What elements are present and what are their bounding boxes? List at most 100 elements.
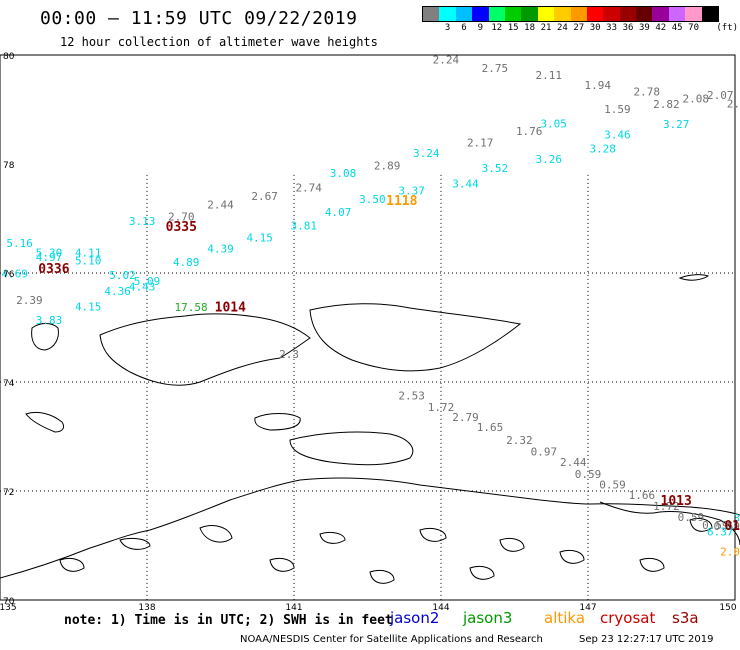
lat-tick-label: 76 (3, 270, 15, 280)
wave-height-value: 17.58 (175, 301, 208, 314)
wave-height-value: 0.59 (575, 468, 602, 481)
credit-timestamp: Sep 23 12:27:17 UTC 2019 (579, 634, 714, 645)
colorbar-labels: 3 6 9 12 15 18 21 24 27 30 33 36 39 42 45 70 (ft) (422, 23, 740, 35)
colorbar-tick-label: 45 (671, 23, 683, 33)
coastline-shore-east (599, 501, 740, 546)
wave-height-value: 4.07 (325, 206, 352, 219)
wave-height-value: 3.28 (589, 143, 616, 156)
wave-height-value: 2.32 (506, 434, 533, 447)
wave-height-value: 1.66 (629, 489, 656, 502)
wave-height-value: 6.37 (707, 526, 734, 539)
colorbar-tick-label: 36 (622, 23, 634, 33)
wave-height-colorbar (422, 6, 720, 22)
satellite-altika: altika (544, 609, 586, 627)
coastline-stolbovoy (25, 411, 65, 433)
coastline (0, 274, 740, 584)
colorbar-tick-label: 27 (573, 23, 585, 33)
coastline-lagoon-6 (559, 549, 585, 564)
wave-height-value: 3.83 (36, 314, 63, 327)
colorbar-tick-label: 18 (524, 23, 536, 33)
wave-height-value: 3.27 (663, 118, 690, 131)
wave-height-value: 1.65 (477, 421, 504, 434)
wave-height-value: 4.43 (129, 280, 156, 293)
colorbar-swatch (619, 7, 637, 21)
wave-height-value: 0.97 (531, 446, 558, 459)
colorbar-swatch (570, 7, 587, 21)
wave-height-value: 1.59 (604, 103, 631, 116)
wave-height-value: 0.59 (702, 519, 729, 532)
colorbar-tick-label: 9 (477, 23, 484, 33)
coastline-small-island (254, 413, 301, 431)
wave-height-value: 5.30 (36, 247, 63, 260)
footer-note: note: 1) Time is in UTC; 2) SWH is in fe… (64, 613, 393, 628)
colorbar-tick-label: 24 (556, 23, 568, 33)
wave-height-value: 2.67 (251, 190, 278, 203)
pass-time-label: 1014 (215, 301, 246, 316)
wave-height-value: 2.24 (433, 54, 460, 67)
lat-tick-label: 72 (3, 488, 14, 498)
wave-height-value: 5.02 (109, 269, 136, 282)
satellite-jason3: jason3 (463, 609, 513, 627)
colorbar-tick-label: 15 (507, 23, 519, 33)
wave-height-value: 4.15 (75, 301, 102, 314)
wave-height-value: 3.46 (604, 128, 631, 141)
coastline-bennett (678, 274, 710, 281)
lat-tick-label: 74 (3, 379, 15, 389)
lat-tick-label: 78 (3, 161, 15, 171)
coastline-lagoon-11 (59, 557, 85, 572)
colorbar-swatch (652, 7, 669, 21)
wave-height-value: 4.11 (75, 247, 102, 260)
colorbar-tick-label: 3 (444, 23, 451, 33)
coastline-lagoon-9 (369, 569, 395, 584)
pass-time-label: 01 (724, 519, 740, 534)
wave-height-value: 2.39 (16, 294, 43, 307)
lat-lon-grid (0, 54, 736, 601)
pass-time-label: 1118 (386, 194, 417, 209)
wave-height-value: 2.53 (398, 389, 425, 402)
wave-height-value: 1.72 (428, 401, 455, 414)
map-subtitle: 12 hour collection of altimeter wave hei… (60, 35, 378, 49)
colorbar-swatch (455, 7, 473, 21)
colorbar-tick-label: 12 (491, 23, 503, 33)
coastline-kotelny (309, 303, 522, 372)
pass-time-label: 1013 (661, 494, 692, 509)
wave-height-value: 1.72 (653, 500, 680, 513)
coastline-lagoon-2 (199, 525, 233, 543)
colorbar-swatch (586, 7, 604, 21)
measurement-labels: 2.24 2.75 2.11 1.94 2.782.82 2.082.072. 1.59 1.… (1, 54, 740, 559)
wave-height-value: 2. (727, 97, 740, 110)
coastline-lagoon-3 (319, 531, 346, 544)
satellite-cryosat: cryosat (600, 609, 656, 627)
wave-height-value: 4.89 (173, 256, 200, 269)
lat-tick-label: 80 (3, 52, 15, 62)
wave-height-value: 2.44 (560, 456, 587, 469)
satellite-s3a: s3a (672, 609, 699, 627)
colorbar-swatch (488, 7, 505, 21)
coastline-lagoon-1 (119, 537, 151, 550)
colorbar-tick-label: 39 (638, 23, 650, 33)
wave-height-value: 3.24 (413, 147, 440, 160)
wave-height-value: 2.82 (653, 98, 680, 111)
colorbar-swatch (668, 7, 686, 21)
lon-tick-label: 141 (285, 603, 302, 613)
wave-height-value: 1.94 (585, 79, 612, 92)
wave-height-value: 2.44 (207, 199, 234, 212)
coastline-lagoon-10 (469, 565, 495, 580)
colorbar-swatch (472, 7, 489, 21)
wave-height-value: 3.08 (330, 167, 357, 180)
wave-height-value: 0.59 (714, 520, 740, 533)
colorbar-tick-label: 33 (606, 23, 618, 33)
wave-height-value: 3.37 (398, 185, 425, 198)
map-frame (0, 54, 736, 601)
coastline-lagoon-4 (419, 527, 447, 542)
wave-height-value: 5.16 (6, 237, 33, 250)
coastline-lagoon-5 (499, 537, 525, 552)
wave-height-value: 2.89 (374, 159, 401, 172)
lon-tick-label: 144 (432, 603, 449, 613)
wave-height-value: 3.05 (540, 117, 567, 130)
coastline-lagoon-8 (269, 557, 295, 572)
colorbar-swatch (701, 7, 719, 21)
satellite-jason2: jason2 (390, 609, 440, 627)
wave-height-value: 4.15 (246, 231, 273, 244)
wave-height-value: 5.10 (75, 254, 102, 267)
